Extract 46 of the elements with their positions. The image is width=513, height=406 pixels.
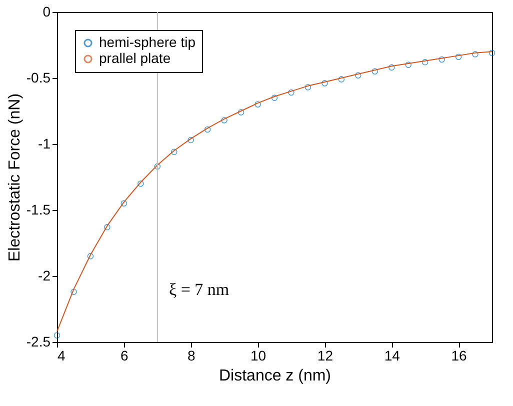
annotation: ξ = 7 nm [169, 280, 230, 299]
y-tick-label: -1.5 [26, 202, 51, 218]
x-tick-label: 4 [58, 348, 66, 364]
point [254, 101, 261, 108]
y-tick-label: 0 [42, 4, 51, 20]
line-series [56, 51, 492, 332]
x-tick-label: 16 [451, 348, 468, 364]
point [54, 332, 60, 339]
legend-label: prallel plate [99, 50, 171, 66]
point [120, 200, 128, 207]
point [322, 80, 328, 86]
point [154, 163, 161, 170]
x-tick-label: 6 [120, 348, 129, 364]
point [104, 224, 110, 230]
y-tick-label: -0.5 [26, 70, 51, 86]
y-tick-label: -2.5 [26, 334, 51, 350]
point [488, 50, 496, 56]
point [188, 136, 194, 144]
x-tick-label: 8 [187, 348, 196, 364]
point [472, 51, 478, 58]
point [87, 253, 94, 260]
point [238, 109, 244, 116]
point [304, 84, 312, 90]
y-tick-label: -1 [38, 136, 51, 152]
point [221, 117, 228, 124]
point [372, 68, 378, 75]
point [70, 288, 77, 295]
point [355, 72, 362, 78]
point [288, 89, 294, 96]
x-tick-label: 10 [250, 348, 266, 364]
x-axis-title: Distance z (nm) [218, 368, 332, 384]
x-tick-label: 14 [384, 348, 400, 364]
y-axis-title: Electrostatic Force (nN) [6, 93, 24, 262]
y-tick-label: -2 [38, 268, 51, 284]
point [388, 64, 395, 71]
point [438, 56, 445, 63]
point [170, 148, 178, 156]
point [405, 62, 412, 68]
point [204, 126, 211, 133]
point [455, 54, 462, 60]
x-tick-label: 12 [317, 348, 334, 364]
point [422, 59, 428, 66]
point [138, 180, 144, 187]
point [271, 94, 278, 101]
legend-label: hemi-sphere tip [99, 34, 196, 50]
point [338, 76, 345, 82]
